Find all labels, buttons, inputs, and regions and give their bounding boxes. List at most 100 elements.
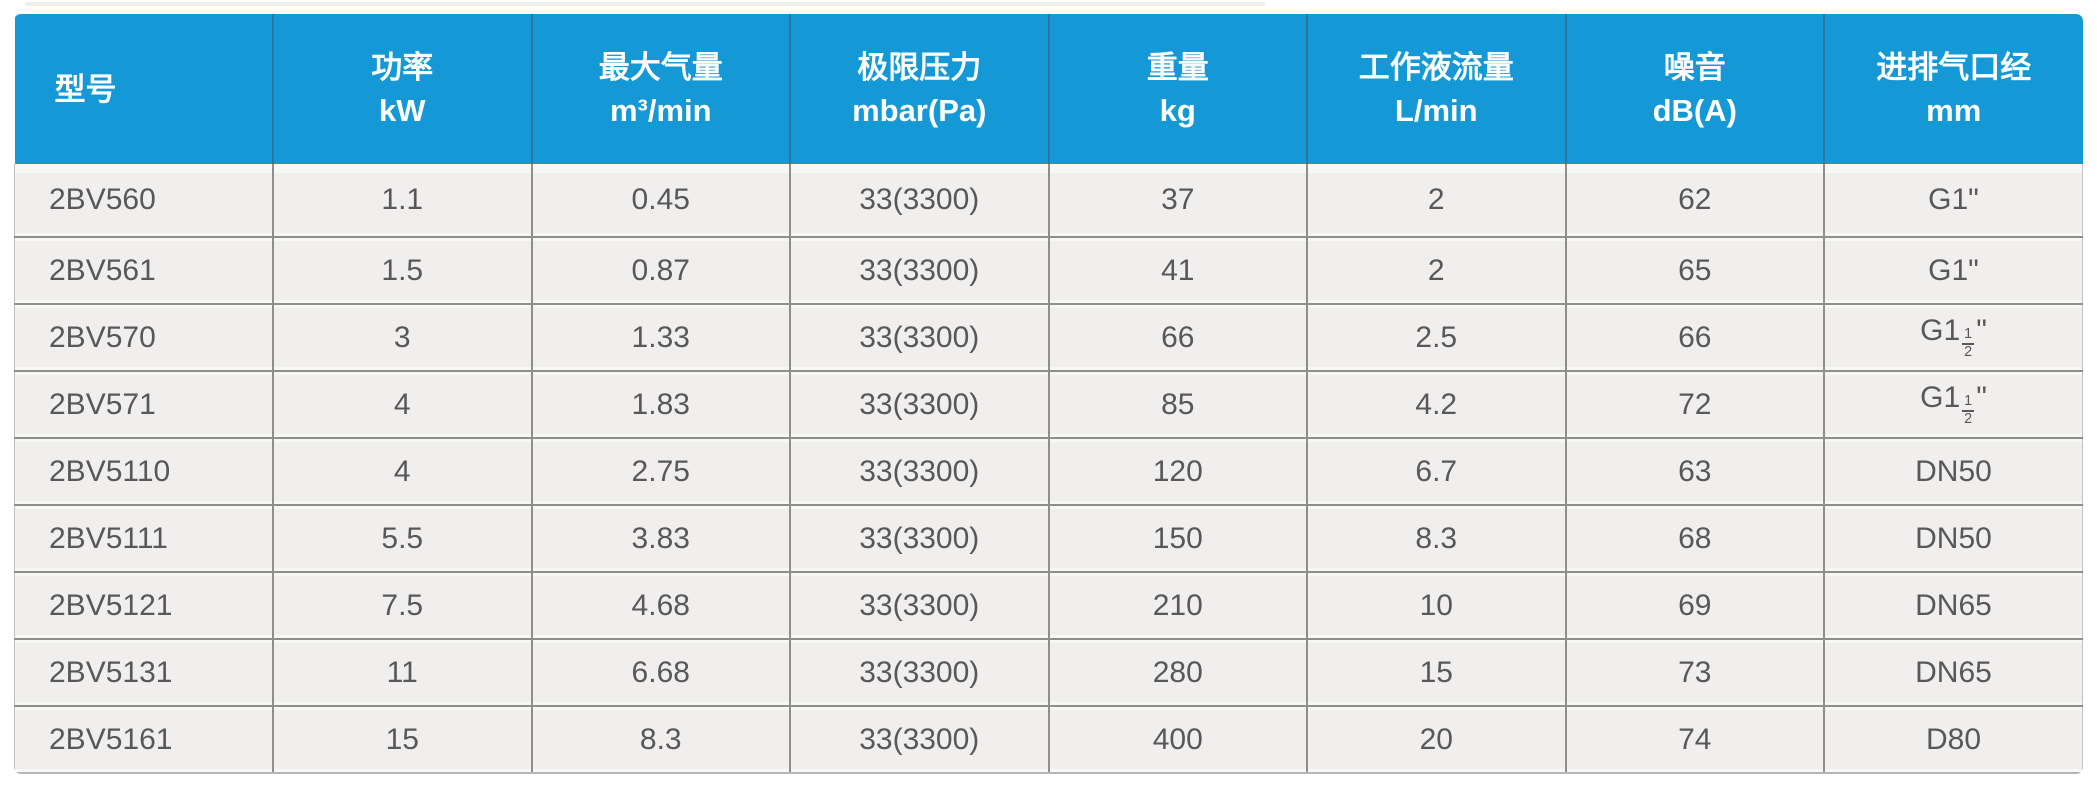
cell-working_liquid_flow: 20 [1307, 706, 1567, 774]
col-header-unit: mbar(Pa) [852, 93, 987, 128]
col-header-label: 噪音 [1663, 50, 1726, 85]
table-header-row: 型号 功率 kW 最大气量 m³/min 极限压力 mbar(Pa) 重量 kg 工作液流量 L/m… [14, 14, 2083, 164]
cell-max_capacity: 0.45 [531, 164, 791, 238]
col-header-label: 最大气量 [598, 50, 723, 85]
cell-power: 1.1 [273, 164, 533, 238]
table-body: 2BV560 1.1 0.45 33(3300) 37 2 62 G1" 2BV561 1.5 0.… [14, 164, 2083, 774]
cell-weight: 280 [1048, 639, 1308, 707]
cell-model: 2BV571 [14, 371, 274, 439]
cell-power: 15 [273, 706, 533, 774]
cell-port_diameter: G1 1 2 " [1824, 371, 2083, 439]
cell-port_diameter: DN50 [1824, 505, 2083, 573]
table-row-2BV561: 2BV561 1.5 0.87 33(3300) 41 2 65 G1" [14, 237, 2083, 305]
table-row-2BV5111: 2BV5111 5.5 3.83 33(3300) 150 8.3 68 DN50 [14, 505, 2083, 573]
cell-model: 2BV560 [14, 164, 274, 238]
cell-noise: 68 [1565, 505, 1825, 573]
cell-max_capacity: 2.75 [531, 438, 791, 506]
cell-working_liquid_flow: 10 [1307, 572, 1567, 640]
col-header-label: 进排气口经 [1876, 50, 2032, 85]
table-row-2BV5161: 2BV5161 15 8.3 33(3300) 400 20 74 D80 [14, 706, 2083, 774]
cell-weight: 400 [1048, 706, 1308, 774]
col-header-unit: mm [1926, 93, 1982, 128]
col-header-label: 型号 [54, 71, 117, 107]
cell-model: 2BV5111 [14, 505, 274, 573]
cell-port_diameter: DN65 [1824, 572, 2083, 640]
cell-model: 2BV5121 [14, 572, 274, 640]
cell-port_diameter: DN65 [1824, 639, 2083, 707]
cell-noise: 62 [1565, 164, 1825, 238]
cell-max_capacity: 6.68 [531, 639, 791, 707]
cell-ultimate_pressure: 33(3300) [790, 371, 1050, 439]
table-row-2BV5110: 2BV5110 4 2.75 33(3300) 120 6.7 63 DN50 [14, 438, 2083, 506]
col-header-label: 重量 [1146, 50, 1209, 85]
cell-port_diameter: G1 1 2 " [1824, 304, 2083, 372]
cell-weight: 210 [1048, 572, 1308, 640]
cell-power: 11 [273, 639, 533, 707]
cell-ultimate_pressure: 33(3300) [790, 639, 1050, 707]
cell-weight: 37 [1048, 164, 1308, 238]
cell-power: 3 [273, 304, 533, 372]
spec-table: 型号 功率 kW 最大气量 m³/min 极限压力 mbar(Pa) 重量 kg 工作液流量 L/m… [14, 14, 2083, 774]
cell-port_diameter: DN50 [1824, 438, 2083, 506]
cell-weight: 41 [1048, 237, 1308, 305]
cell-noise: 66 [1565, 304, 1825, 372]
cell-max_capacity: 0.87 [531, 237, 791, 305]
table-row-2BV570: 2BV570 3 1.33 33(3300) 66 2.5 66 G1 1 2 " [14, 304, 2083, 372]
cell-model: 2BV561 [14, 237, 274, 305]
cell-noise: 69 [1565, 572, 1825, 640]
table-row-2BV5121: 2BV5121 7.5 4.68 33(3300) 210 10 69 DN65 [14, 572, 2083, 640]
cell-ultimate_pressure: 33(3300) [790, 706, 1050, 774]
cell-model: 2BV5110 [14, 438, 274, 506]
table-row-2BV560: 2BV560 1.1 0.45 33(3300) 37 2 62 G1" [14, 164, 2083, 238]
cell-model: 2BV570 [14, 304, 274, 372]
cell-max_capacity: 1.33 [531, 304, 791, 372]
cell-model: 2BV5161 [14, 706, 274, 774]
cell-model: 2BV5131 [14, 639, 274, 707]
cell-working_liquid_flow: 4.2 [1307, 371, 1567, 439]
cell-port_diameter: D80 [1824, 706, 2083, 774]
col-header-power: 功率 kW [273, 14, 533, 164]
cell-ultimate_pressure: 33(3300) [790, 304, 1050, 372]
cell-working_liquid_flow: 8.3 [1307, 505, 1567, 573]
cell-noise: 63 [1565, 438, 1825, 506]
col-header-model: 型号 [14, 14, 274, 164]
col-header-ultimate_pressure: 极限压力 mbar(Pa) [790, 14, 1050, 164]
cell-ultimate_pressure: 33(3300) [790, 572, 1050, 640]
cell-working_liquid_flow: 2 [1307, 164, 1567, 238]
cell-ultimate_pressure: 33(3300) [790, 438, 1050, 506]
col-header-unit: kg [1159, 93, 1196, 128]
table-row-2BV571: 2BV571 4 1.83 33(3300) 85 4.2 72 G1 1 2 " [14, 371, 2083, 439]
cell-noise: 73 [1565, 639, 1825, 707]
col-header-max_capacity: 最大气量 m³/min [531, 14, 791, 164]
cell-port_diameter: G1" [1824, 237, 2083, 305]
col-header-unit: L/min [1394, 93, 1478, 128]
spec-table-card: 型号 功率 kW 最大气量 m³/min 极限压力 mbar(Pa) 重量 kg 工作液流量 L/m… [14, 14, 2083, 774]
cell-max_capacity: 1.83 [531, 371, 791, 439]
cell-max_capacity: 4.68 [531, 572, 791, 640]
cell-weight: 120 [1048, 438, 1308, 506]
col-header-unit: m³/min [609, 93, 712, 128]
col-header-unit: dB(A) [1652, 93, 1737, 128]
cell-max_capacity: 3.83 [531, 505, 791, 573]
cell-power: 7.5 [273, 572, 533, 640]
cell-working_liquid_flow: 2.5 [1307, 304, 1567, 372]
table-row-2BV5131: 2BV5131 11 6.68 33(3300) 280 15 73 DN65 [14, 639, 2083, 707]
cell-ultimate_pressure: 33(3300) [790, 237, 1050, 305]
col-header-label: 工作液流量 [1358, 50, 1514, 85]
page-top-divider [25, 2, 1265, 6]
cell-ultimate_pressure: 33(3300) [790, 505, 1050, 573]
cell-power: 4 [273, 371, 533, 439]
cell-power: 5.5 [273, 505, 533, 573]
col-header-label: 极限压力 [857, 50, 982, 85]
col-header-port_diameter: 进排气口经 mm [1824, 14, 2083, 164]
table-header: 型号 功率 kW 最大气量 m³/min 极限压力 mbar(Pa) 重量 kg 工作液流量 L/m… [14, 14, 2083, 164]
cell-weight: 150 [1048, 505, 1308, 573]
cell-ultimate_pressure: 33(3300) [790, 164, 1050, 238]
cell-port_diameter: G1" [1824, 164, 2083, 238]
cell-max_capacity: 8.3 [531, 706, 791, 774]
cell-power: 4 [273, 438, 533, 506]
cell-weight: 85 [1048, 371, 1308, 439]
